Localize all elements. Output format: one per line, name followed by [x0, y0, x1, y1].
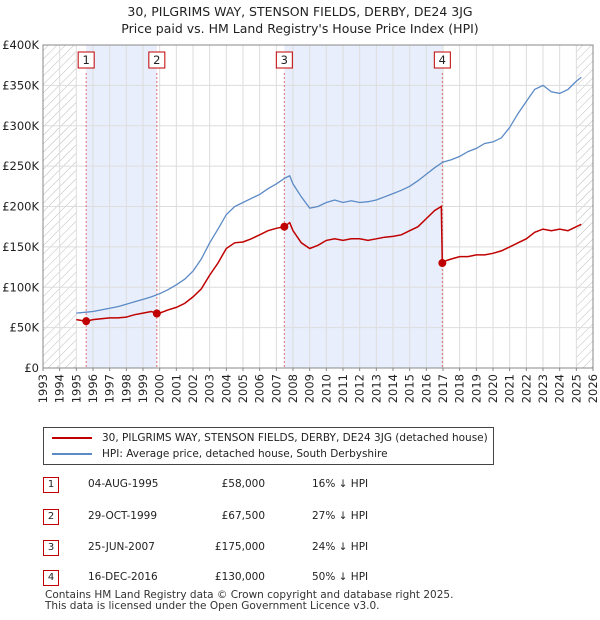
legend-hpi: HPI: Average price, detached house, Sout…: [52, 446, 388, 462]
transaction-number: 1: [43, 477, 59, 493]
transaction-hpi-diff: 16% ↓ HPI: [312, 478, 369, 490]
sale-marker-box: [433, 51, 451, 69]
x-tick-label: 2007: [269, 374, 283, 403]
footer-licence: This data is licensed under the Open Gov…: [45, 600, 380, 612]
sale-marker-label: 3: [281, 53, 288, 67]
x-tick-label: 1993: [36, 374, 50, 403]
transaction-price: £130,000: [214, 571, 265, 583]
y-tick-label: £50K: [10, 321, 40, 335]
transaction-number: 3: [43, 540, 59, 556]
sale-marker-box: [77, 51, 95, 69]
x-tick-label: 2004: [219, 374, 233, 403]
transaction-number: 4: [43, 570, 59, 586]
x-tick-label: 2026: [586, 374, 600, 403]
chart-title-line1: 30, PILGRIMS WAY, STENSON FIELDS, DERBY,…: [127, 4, 473, 19]
sale-marker-box: [148, 51, 166, 69]
x-tick-label: 2014: [386, 374, 400, 403]
x-tick-label: 2025: [569, 374, 583, 403]
sale-marker-label: 4: [439, 53, 446, 67]
x-tick-label: 1995: [69, 374, 83, 403]
sale-marker-label: 1: [83, 53, 90, 67]
x-tick-label: 2019: [469, 374, 483, 403]
transaction-date: 29-OCT-1999: [88, 510, 157, 522]
x-tick-label: 2011: [336, 374, 350, 403]
x-tick-label: 2009: [303, 374, 317, 403]
sale-point: [438, 259, 447, 268]
x-tick-label: 1997: [103, 374, 117, 403]
transaction-hpi-diff: 50% ↓ HPI: [312, 571, 369, 583]
transaction-row: 1 04-AUG-1995 £58,000 16% ↓ HPI: [0, 474, 600, 496]
x-tick-label: 2005: [236, 374, 250, 403]
transaction-date: 25-JUN-2007: [88, 541, 155, 553]
x-tick-label: 1999: [136, 374, 150, 403]
legend-hpi-label: HPI: Average price, detached house, Sout…: [102, 448, 388, 460]
x-tick-label: 2003: [203, 374, 217, 403]
transaction-hpi-diff: 27% ↓ HPI: [312, 510, 369, 522]
transaction-number: 2: [43, 509, 59, 525]
chart-legend: 30, PILGRIMS WAY, STENSON FIELDS, DERBY,…: [43, 427, 494, 465]
plot-border: [42, 44, 594, 369]
sale-marker-label: 2: [153, 53, 160, 67]
x-tick-label: 2021: [503, 374, 517, 403]
y-tick-label: £300K: [2, 119, 39, 133]
y-tick-label: £350K: [2, 78, 39, 92]
x-tick-label: 2008: [286, 374, 300, 403]
x-tick-label: 1998: [119, 374, 133, 403]
x-tick-label: 2001: [169, 374, 183, 403]
legend-property: 30, PILGRIMS WAY, STENSON FIELDS, DERBY,…: [52, 430, 488, 446]
y-tick-label: £200K: [2, 200, 39, 214]
footer-copyright: Contains HM Land Registry data © Crown c…: [45, 589, 454, 601]
x-tick-label: 2022: [519, 374, 533, 403]
x-tick-label: 1994: [53, 374, 67, 403]
sale-point: [280, 222, 289, 231]
x-tick-label: 2000: [153, 374, 167, 403]
price-chart: 1 2 3 4 £0 £50K £100K £150K £200K £250K £300K £350K…: [2, 38, 600, 403]
x-tick-label: 2002: [186, 374, 200, 403]
x-tick-label: 2006: [253, 374, 267, 403]
transaction-price: £175,000: [214, 541, 265, 553]
x-tick-label: 2024: [553, 374, 567, 403]
x-tick-label: 2018: [453, 374, 467, 403]
transaction-hpi-diff: 24% ↓ HPI: [312, 541, 369, 553]
x-tick-label: 2012: [353, 374, 367, 403]
y-tick-label: £400K: [2, 38, 39, 52]
x-tick-label: 2020: [486, 374, 500, 403]
legend-property-label: 30, PILGRIMS WAY, STENSON FIELDS, DERBY,…: [102, 432, 488, 444]
y-tick-label: £150K: [2, 240, 39, 254]
y-tick-label: £100K: [2, 280, 39, 294]
transaction-price: £67,500: [221, 510, 265, 522]
x-tick-label: 2017: [436, 374, 450, 403]
y-tick-label: £250K: [2, 159, 39, 173]
transaction-date: 16-DEC-2016: [88, 571, 158, 583]
x-tick-label: 2015: [403, 374, 417, 403]
footer: Contains HM Land Registry data © Crown c…: [45, 590, 453, 612]
legend-property-swatch: [52, 437, 92, 439]
x-tick-label: 2010: [319, 374, 333, 403]
y-tick-label: £0: [24, 361, 39, 375]
sale-marker-box: [275, 51, 293, 69]
transaction-price: £58,000: [221, 478, 265, 490]
sale-point: [82, 317, 91, 326]
transaction-row: 3 25-JUN-2007 £175,000 24% ↓ HPI: [0, 537, 600, 559]
transaction-row: 2 29-OCT-1999 £67,500 27% ↓ HPI: [0, 506, 600, 528]
hpi-series-line: [76, 76, 582, 314]
sale-point: [152, 309, 161, 318]
chart-title-line2: Price paid vs. HM Land Registry's House …: [121, 21, 479, 36]
legend-hpi-swatch: [52, 453, 92, 455]
transaction-date: 04-AUG-1995: [88, 478, 159, 490]
transaction-row: 4 16-DEC-2016 £130,000 50% ↓ HPI: [0, 567, 600, 589]
x-tick-label: 2023: [536, 374, 550, 403]
x-tick-label: 1996: [86, 374, 100, 403]
x-tick-label: 2016: [419, 374, 433, 403]
x-tick-label: 2013: [369, 374, 383, 403]
